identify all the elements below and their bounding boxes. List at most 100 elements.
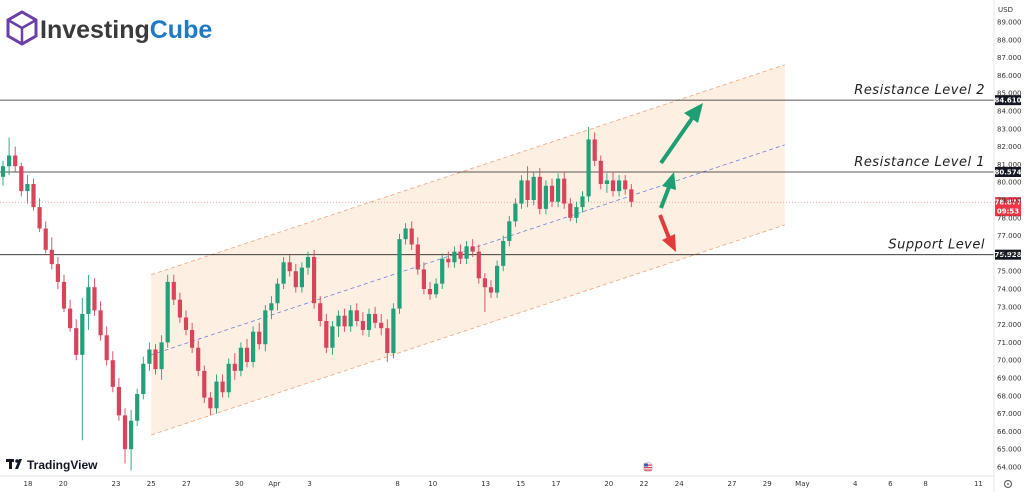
tradingview-watermark: TradingView bbox=[6, 458, 98, 472]
x-tick-8: 8 bbox=[395, 480, 399, 488]
arrow-up-short-shaft bbox=[659, 186, 671, 209]
candle-35 bbox=[214, 374, 219, 414]
level-label-1: Resistance Level 1 bbox=[854, 155, 985, 170]
candle-63 bbox=[385, 319, 390, 362]
candle-74 bbox=[452, 246, 457, 268]
candle-68 bbox=[415, 237, 420, 275]
candle-42 bbox=[257, 322, 262, 350]
level-badge-1: 80.574 bbox=[994, 168, 1021, 176]
x-tick-4: 27 bbox=[182, 480, 191, 488]
candle-25 bbox=[153, 344, 158, 375]
candle-23 bbox=[141, 356, 146, 400]
candle-47 bbox=[287, 255, 292, 277]
y-tick-6: 83.000 bbox=[997, 125, 1022, 133]
y-tick-3: 86.000 bbox=[997, 72, 1022, 80]
candle-61 bbox=[373, 306, 378, 329]
tradingview-logo-icon bbox=[6, 459, 22, 469]
arrow-down-shaft bbox=[658, 214, 671, 239]
svg-text:InvestingCube: InvestingCube bbox=[40, 16, 212, 44]
x-tick-5: 30 bbox=[235, 480, 244, 488]
level-label-0: Resistance Level 2 bbox=[854, 83, 985, 98]
candle-8 bbox=[49, 237, 54, 270]
settings-gear-icon[interactable] bbox=[1003, 479, 1013, 489]
candle-15 bbox=[92, 278, 97, 316]
candle-26 bbox=[159, 335, 164, 380]
y-tick-11: 78.000 bbox=[997, 214, 1022, 222]
candle-38 bbox=[232, 353, 237, 380]
y-axis: 89.000 88.000 87.000 86.000 85.000 84.000 83.0… bbox=[993, 0, 1022, 492]
candle-32 bbox=[196, 340, 201, 377]
candle-90 bbox=[549, 178, 555, 208]
candle-29 bbox=[177, 292, 182, 323]
candle-102 bbox=[623, 175, 628, 195]
y-tick-9: 80.000 bbox=[997, 179, 1022, 187]
countdown-badge: 09:53 bbox=[997, 208, 1019, 216]
candle-19 bbox=[116, 378, 121, 421]
candle-16 bbox=[98, 301, 103, 341]
candle-92 bbox=[562, 171, 567, 209]
candle-80 bbox=[488, 280, 494, 298]
candle-83 bbox=[507, 216, 512, 247]
x-tick-6: Apr bbox=[268, 480, 280, 488]
brand-logo: InvestingCube bbox=[6, 10, 212, 46]
x-tick-18: May bbox=[795, 480, 809, 488]
x-tick-3: 25 bbox=[147, 480, 156, 488]
channel-lower-line bbox=[151, 224, 785, 436]
candle-52 bbox=[318, 296, 323, 327]
candle-10 bbox=[61, 274, 67, 313]
candle-78 bbox=[476, 244, 481, 284]
x-tick-7: 3 bbox=[307, 480, 311, 488]
candle-28 bbox=[171, 274, 176, 306]
candle-11 bbox=[68, 299, 73, 332]
brand-name-part1: Investing bbox=[40, 16, 150, 44]
y-tick-4: 85.000 bbox=[997, 90, 1022, 98]
candle-98 bbox=[598, 155, 603, 190]
candle-56 bbox=[342, 308, 347, 332]
projection-arrows bbox=[658, 103, 703, 252]
candle-66 bbox=[403, 223, 408, 245]
candle-81 bbox=[495, 260, 500, 298]
channel-upper-line bbox=[151, 64, 785, 276]
level-badge-bg-1 bbox=[995, 166, 1021, 177]
candle-103 bbox=[629, 183, 634, 208]
watermark-text: TradingView bbox=[27, 458, 98, 472]
y-tick-23: 66.000 bbox=[997, 428, 1022, 436]
y-tick-20: 69.000 bbox=[997, 375, 1022, 383]
candle-37 bbox=[226, 358, 231, 398]
candle-67 bbox=[409, 221, 414, 250]
candle-44 bbox=[269, 296, 274, 320]
candle-57 bbox=[348, 305, 353, 332]
candle-30 bbox=[183, 310, 189, 336]
candle-34 bbox=[208, 392, 213, 416]
level-badge-0: 84.610 bbox=[994, 97, 1021, 105]
y-tick-18: 71.000 bbox=[997, 339, 1022, 347]
candle-96 bbox=[586, 127, 591, 202]
candle-72 bbox=[440, 253, 445, 289]
x-tick-16: 27 bbox=[728, 480, 737, 488]
x-axis: 18 20 23 25 27 30 Apr 3 8 10 13 15 17 20 22 24 27 29 May 4 6… bbox=[0, 475, 994, 488]
candle-43 bbox=[263, 305, 268, 352]
candle-88 bbox=[537, 167, 542, 215]
x-tick-12: 17 bbox=[552, 480, 561, 488]
candle-84 bbox=[513, 198, 518, 227]
candle-70 bbox=[427, 281, 433, 300]
candle-21 bbox=[129, 410, 134, 471]
x-tick-11: 15 bbox=[516, 480, 525, 488]
candle-79 bbox=[482, 272, 487, 313]
arrow-down-icon bbox=[662, 234, 676, 252]
candle-76 bbox=[464, 240, 469, 265]
x-tick-22: 11 bbox=[974, 480, 983, 488]
candle-18 bbox=[110, 351, 115, 393]
candle-13 bbox=[80, 297, 85, 441]
brand-name-part2: Cube bbox=[150, 16, 213, 44]
y-tick-0: 89.000 bbox=[997, 19, 1022, 27]
candle-54 bbox=[330, 321, 335, 355]
candle-91 bbox=[556, 173, 561, 208]
candle-7 bbox=[43, 221, 48, 254]
channel-mid-line bbox=[151, 144, 785, 356]
candle-94 bbox=[574, 201, 579, 224]
y-tick-17: 72.000 bbox=[997, 321, 1022, 329]
candle-39 bbox=[238, 342, 243, 377]
candle-3 bbox=[19, 162, 24, 197]
